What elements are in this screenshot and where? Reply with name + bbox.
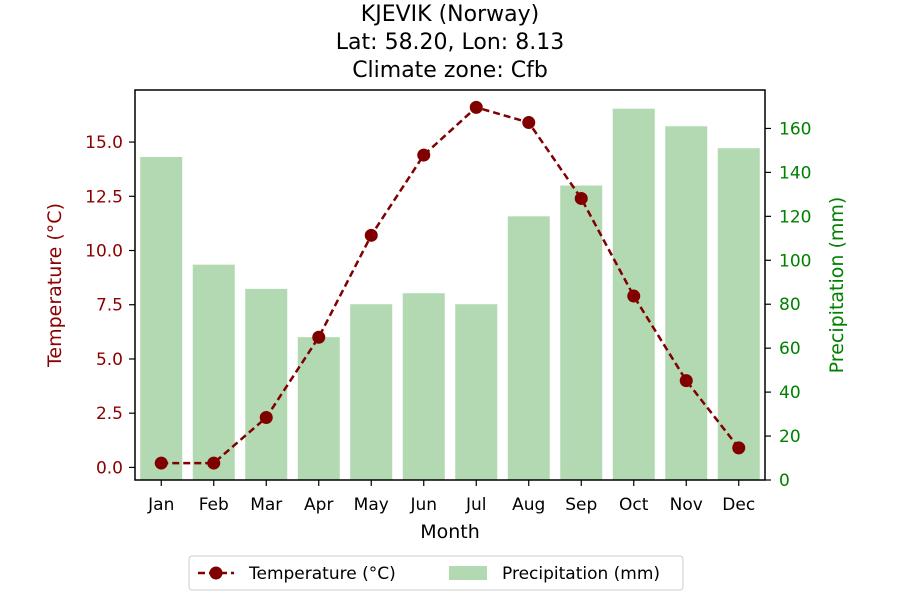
legend-box xyxy=(188,555,684,591)
precipitation-bars xyxy=(140,108,760,481)
precipitation-bar-mar xyxy=(245,288,288,480)
x-tick-label: Jan xyxy=(147,495,174,515)
right-tick-label: 20 xyxy=(779,427,801,447)
precipitation-bar-apr xyxy=(297,337,340,480)
legend-temperature-marker xyxy=(209,566,223,580)
chart-title-line-3: Climate zone: Cfb xyxy=(352,58,548,83)
right-tick-label: 60 xyxy=(779,339,801,359)
left-tick-label: 10.0 xyxy=(85,242,123,262)
right-axis-ticks: 0 20 40 60 80 100 120 140 160 xyxy=(765,119,811,491)
left-tick-label: 7.5 xyxy=(96,296,123,316)
x-tick-label: Oct xyxy=(619,495,649,515)
temperature-point-mar xyxy=(259,411,273,425)
left-axis-ticks: 0.0 2.5 5.0 7.5 10.0 12.5 15.0 xyxy=(85,133,135,478)
x-tick-label: Nov xyxy=(670,495,703,515)
x-axis-ticks: Jan Feb Mar Apr May Jun Jul Aug Sep Oct Nov Dec xyxy=(147,480,755,515)
precipitation-bar-feb xyxy=(192,264,235,480)
y-axis-label-left: Temperature (°C) xyxy=(44,203,66,368)
temperature-point-dec xyxy=(732,441,746,455)
chart-title: KJEVIK (Norway) Lat: 58.20, Lon: 8.13 Cl… xyxy=(336,2,564,83)
x-tick-label: Sep xyxy=(565,495,597,515)
temperature-point-jul xyxy=(469,100,483,114)
temperature-point-may xyxy=(364,228,378,242)
legend-precipitation-swatch xyxy=(449,566,487,580)
chart-title-line-2: Lat: 58.20, Lon: 8.13 xyxy=(336,30,564,55)
temperature-line xyxy=(154,100,746,470)
plot-frame xyxy=(134,89,766,481)
x-tick-label: Jun xyxy=(409,495,437,515)
precipitation-bar-may xyxy=(350,304,393,480)
right-tick-label: 140 xyxy=(779,163,811,183)
left-tick-label: 0.0 xyxy=(96,458,123,478)
y-axis-label-right: Precipitation (mm) xyxy=(826,197,848,374)
x-tick-label: May xyxy=(354,495,389,515)
x-tick-label: Mar xyxy=(250,495,282,515)
temperature-point-sep xyxy=(574,191,588,205)
precipitation-bar-nov xyxy=(665,126,708,480)
right-tick-label: 80 xyxy=(779,295,801,315)
temperature-point-oct xyxy=(627,289,641,303)
left-tick-label: 12.5 xyxy=(85,187,123,207)
temperature-point-jan xyxy=(154,456,168,470)
chart-title-line-1: KJEVIK (Norway) xyxy=(361,2,539,27)
x-tick-label: Aug xyxy=(512,495,545,515)
precipitation-bar-jan xyxy=(140,157,183,480)
legend-precipitation-label: Precipitation (mm) xyxy=(502,564,660,584)
right-tick-label: 100 xyxy=(779,251,811,271)
temperature-point-nov xyxy=(679,374,693,388)
temperature-point-apr xyxy=(312,330,326,344)
right-tick-label: 0 xyxy=(779,471,790,491)
right-tick-label: 120 xyxy=(779,207,811,227)
precipitation-bar-dec xyxy=(717,148,760,481)
right-tick-label: 40 xyxy=(779,383,801,403)
precipitation-bar-jul xyxy=(455,304,498,480)
x-tick-label: Dec xyxy=(722,495,755,515)
temperature-line-path xyxy=(161,105,740,465)
legend-temperature-label: Temperature (°C) xyxy=(248,564,396,584)
temperature-point-jun xyxy=(417,148,431,162)
precipitation-bar-aug xyxy=(507,216,550,481)
x-tick-label: Jul xyxy=(465,495,487,515)
precipitation-bar-jun xyxy=(402,293,445,480)
x-tick-label: Feb xyxy=(199,495,229,515)
precipitation-bar-sep xyxy=(560,185,603,481)
left-tick-label: 5.0 xyxy=(96,350,123,370)
temperature-point-aug xyxy=(522,116,536,130)
right-tick-label: 160 xyxy=(779,119,811,139)
left-tick-label: 15.0 xyxy=(85,133,123,153)
legend: Temperature (°C) Precipitation (mm) xyxy=(188,555,684,591)
x-tick-label: Apr xyxy=(304,495,333,515)
left-tick-label: 2.5 xyxy=(96,404,123,424)
temperature-point-feb xyxy=(207,456,221,470)
x-axis-label: Month xyxy=(420,521,480,543)
